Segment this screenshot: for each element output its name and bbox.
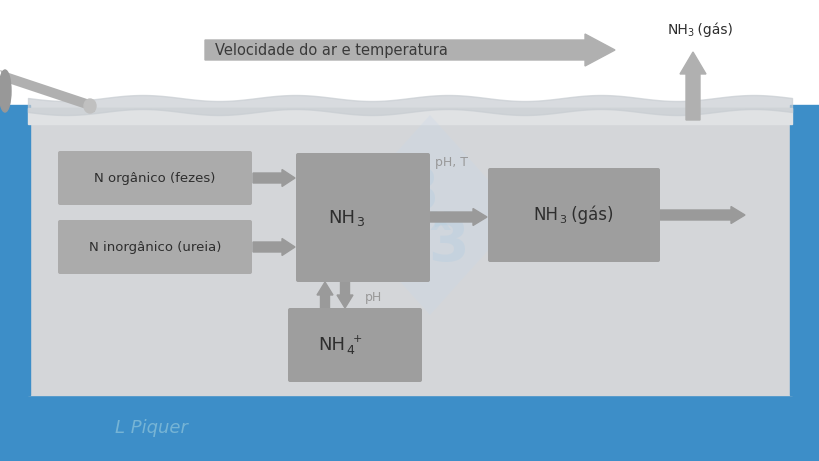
- Text: 3: 3: [559, 215, 565, 225]
- FancyBboxPatch shape: [296, 153, 429, 282]
- Text: N orgânico (fezes): N orgânico (fezes): [94, 171, 215, 184]
- Text: +: +: [352, 334, 362, 344]
- Bar: [0, 395, 819, 461]
- FancyArrow shape: [317, 282, 333, 308]
- Text: pH, T: pH, T: [434, 155, 468, 169]
- Text: 3: 3: [428, 217, 468, 273]
- FancyArrow shape: [337, 282, 352, 308]
- Bar: [28, 108, 791, 395]
- FancyBboxPatch shape: [487, 168, 659, 262]
- Polygon shape: [340, 115, 519, 315]
- Text: L Piquer: L Piquer: [115, 419, 188, 437]
- Text: (gás): (gás): [565, 206, 613, 224]
- Ellipse shape: [84, 99, 96, 113]
- Text: x: x: [428, 203, 450, 236]
- Bar: [789, 105, 819, 395]
- Ellipse shape: [0, 70, 11, 112]
- Text: NH: NH: [532, 206, 557, 224]
- FancyBboxPatch shape: [287, 308, 422, 382]
- FancyArrow shape: [253, 170, 295, 187]
- Text: pH: pH: [364, 291, 382, 305]
- FancyArrow shape: [429, 208, 486, 225]
- Text: N inorgânico (ureia): N inorgânico (ureia): [88, 241, 221, 254]
- FancyArrow shape: [659, 207, 744, 224]
- Text: NH: NH: [318, 336, 345, 354]
- FancyArrow shape: [205, 34, 614, 66]
- FancyBboxPatch shape: [58, 220, 251, 274]
- FancyArrow shape: [253, 238, 295, 255]
- Text: 4: 4: [346, 343, 354, 356]
- Text: 3: 3: [397, 165, 438, 221]
- Text: Velocidade do ar e temperatura: Velocidade do ar e temperatura: [215, 42, 447, 58]
- Bar: [0, 105, 30, 395]
- Text: NH: NH: [667, 23, 688, 37]
- FancyBboxPatch shape: [58, 151, 251, 205]
- Bar: [28, 108, 791, 124]
- Polygon shape: [0, 70, 95, 112]
- Text: NH: NH: [328, 208, 355, 226]
- Text: 3: 3: [686, 28, 692, 38]
- Text: (gás): (gás): [692, 23, 732, 37]
- Text: 3: 3: [355, 216, 364, 229]
- FancyArrow shape: [679, 52, 705, 120]
